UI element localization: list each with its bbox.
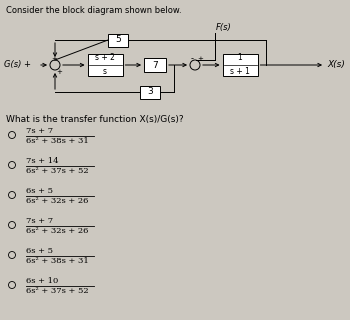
Text: 5: 5: [115, 36, 121, 44]
Text: 3: 3: [147, 87, 153, 97]
Text: 6s + 10: 6s + 10: [26, 277, 58, 285]
Text: +: +: [56, 69, 62, 75]
Text: 7s + 7: 7s + 7: [26, 127, 53, 135]
Text: 6s² + 37s + 52: 6s² + 37s + 52: [26, 167, 89, 175]
Text: F(s): F(s): [216, 23, 232, 32]
FancyBboxPatch shape: [108, 34, 128, 46]
Text: 7: 7: [152, 60, 158, 69]
Text: G(s) +: G(s) +: [4, 60, 31, 68]
Text: Consider the block diagram shown below.: Consider the block diagram shown below.: [6, 6, 182, 15]
Text: 7s + 14: 7s + 14: [26, 157, 59, 165]
Text: X(s): X(s): [327, 60, 345, 68]
Text: 7s + 7: 7s + 7: [26, 217, 53, 225]
Text: -: -: [191, 54, 194, 63]
FancyBboxPatch shape: [144, 58, 166, 72]
Text: 6s² + 38s + 31: 6s² + 38s + 31: [26, 257, 89, 265]
FancyBboxPatch shape: [88, 54, 122, 76]
FancyBboxPatch shape: [140, 85, 160, 99]
Text: 6s² + 32s + 26: 6s² + 32s + 26: [26, 197, 88, 205]
Text: +: +: [197, 56, 203, 62]
Text: +: +: [51, 56, 57, 62]
Text: 6s² + 32s + 26: 6s² + 32s + 26: [26, 227, 88, 235]
Text: 6s² + 38s + 31: 6s² + 38s + 31: [26, 137, 89, 145]
Text: 6s + 5: 6s + 5: [26, 247, 53, 255]
Text: What is the transfer function X(s)/G(s)?: What is the transfer function X(s)/G(s)?: [6, 115, 184, 124]
Text: 6s² + 37s + 52: 6s² + 37s + 52: [26, 287, 89, 295]
Text: s + 1: s + 1: [230, 68, 250, 76]
Text: 6s + 5: 6s + 5: [26, 187, 53, 195]
Text: s: s: [103, 68, 107, 76]
FancyBboxPatch shape: [223, 54, 258, 76]
Text: 1: 1: [238, 53, 242, 62]
Text: s + 2: s + 2: [95, 53, 115, 62]
